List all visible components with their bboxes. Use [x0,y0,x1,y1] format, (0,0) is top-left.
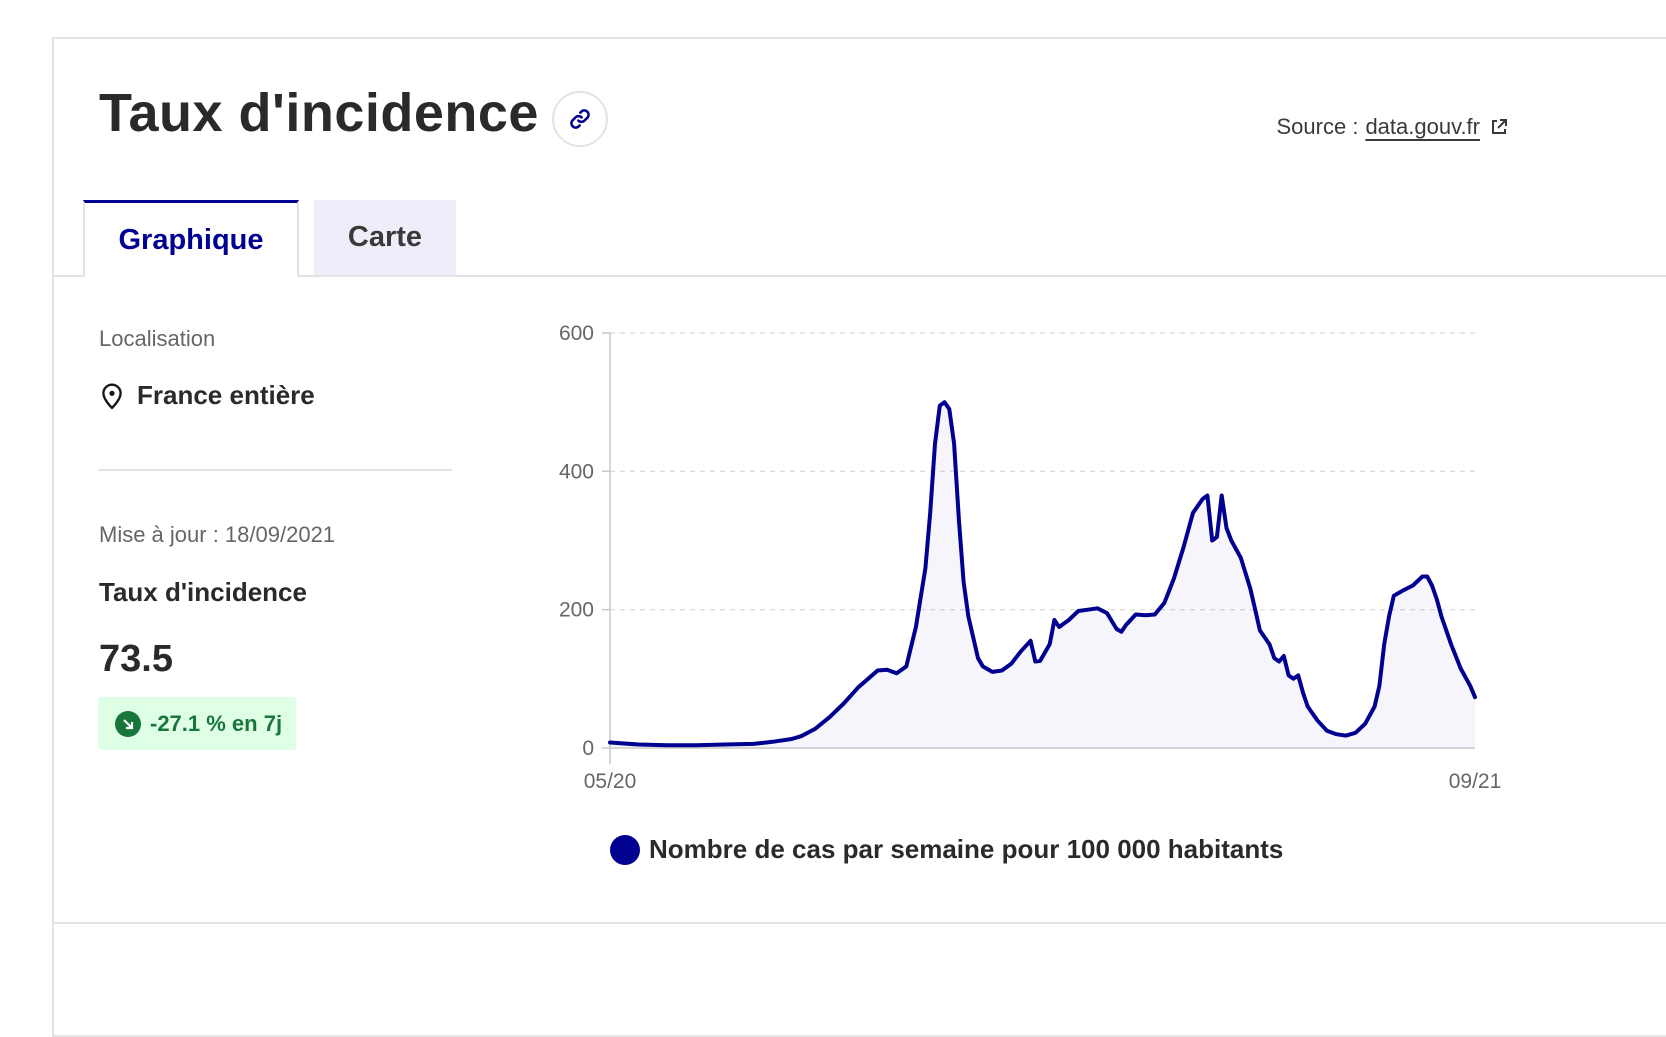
source-link[interactable]: data.gouv.fr [1365,114,1480,139]
x-tick-label: 09/21 [1449,770,1502,793]
series-area [610,402,1475,748]
series-line [608,400,1477,748]
copy-link-button[interactable] [552,91,608,147]
location-value: France entière [137,380,315,410]
page-title: Taux d'incidence [99,83,539,143]
metric-label: Taux d'incidence [99,577,307,607]
update-date: Mise à jour : 18/09/2021 [99,522,336,547]
chart-ticks: 0 200 400 600 05/20 09/21 [559,322,1501,793]
legend-label: Nombre de cas par semaine pour 100 000 h… [649,834,1284,864]
tab-carte[interactable]: Carte [314,200,456,275]
source-prefix: Source : [1276,114,1359,139]
y-tick-label: 0 [582,737,594,760]
tabs-divider [52,275,1666,277]
external-link-icon[interactable] [1489,117,1509,137]
card-bottom-divider [52,922,1666,924]
map-pin-icon [102,383,122,409]
trend-text: -27.1 % en 7j [150,710,283,736]
y-tick-label: 200 [559,599,594,622]
x-tick-label: 05/20 [584,770,637,793]
link-icon [570,109,590,129]
location-selector[interactable]: France entière [99,380,315,411]
incidence-chart: 0 200 400 600 05/20 09/21 [559,322,1501,793]
metric-value: 73.5 [99,638,173,680]
legend-swatch [610,834,640,865]
y-tick-label: 600 [559,322,594,345]
sidebar-divider [98,469,452,471]
chart-grid [610,332,1475,611]
location-label: Localisation [99,326,216,351]
source-info: Source : data.gouv.fr [1277,114,1510,140]
tab-graphique[interactable]: Graphique [83,200,299,277]
arrow-down-right-icon [115,710,141,737]
trend-badge: -27.1 % en 7j [98,697,296,750]
chart-legend: Nombre de cas par semaine pour 100 000 h… [610,834,1283,865]
y-tick-label: 400 [559,460,594,483]
